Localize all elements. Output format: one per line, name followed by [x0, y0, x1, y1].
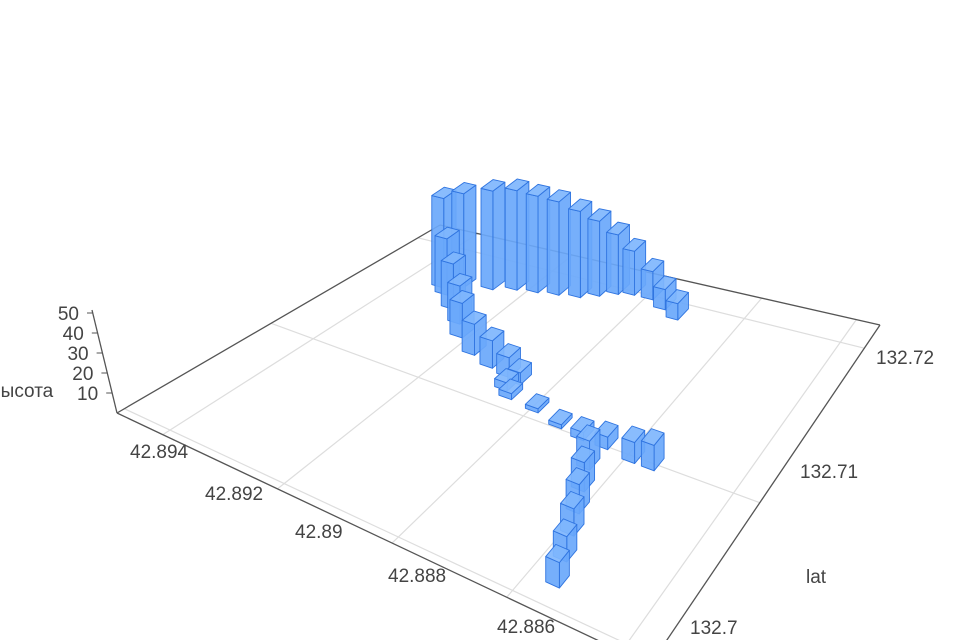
z-tick-label: 40	[63, 324, 84, 345]
bar-top-face	[621, 425, 646, 444]
y-axis-line	[666, 324, 881, 640]
bar-top-face	[560, 490, 585, 510]
bar-front-face	[568, 208, 581, 299]
floor-grid	[124, 233, 865, 640]
z-axis-title: Высота	[0, 381, 54, 402]
z-tick-label: 10	[77, 384, 98, 405]
x-gridline	[277, 254, 573, 490]
z-tick-label: 50	[58, 304, 79, 325]
bar	[665, 289, 689, 321]
x-gridline	[628, 319, 857, 640]
bar-top-face	[576, 424, 601, 442]
bar	[525, 183, 551, 294]
bar	[545, 543, 570, 589]
bar	[621, 425, 646, 465]
bar-top-face	[461, 310, 487, 325]
bar-top-face	[451, 182, 477, 195]
bar-front-face	[479, 336, 493, 369]
bar-front-face	[525, 193, 539, 294]
bar-front-face	[653, 286, 666, 311]
bar-top-face	[665, 289, 689, 305]
bar-top-face	[570, 445, 596, 464]
x-tick-label: 42.886	[497, 617, 555, 638]
bar-top-face	[570, 416, 595, 433]
y-tick-label: 132.7	[690, 618, 738, 639]
bar-side-face	[492, 181, 506, 291]
bar	[480, 179, 506, 291]
x-axis-line	[116, 412, 599, 640]
z-tick-label: 30	[67, 344, 88, 365]
bar-top-face	[524, 393, 550, 410]
bar-top-face	[496, 343, 521, 359]
bar-top-face	[548, 408, 573, 426]
bar-top-face	[587, 208, 612, 222]
bar-top-face	[546, 189, 572, 203]
bar-front-face	[461, 319, 475, 356]
bar-top-face	[565, 467, 590, 486]
bar-top-face	[568, 198, 593, 212]
y-gridline	[270, 322, 760, 504]
bar	[479, 326, 505, 369]
bar-top-face	[622, 237, 647, 252]
bar-front-face	[640, 268, 654, 301]
y-axis-title: lat	[806, 567, 827, 588]
bar-top-face	[447, 273, 473, 287]
bar-front-face	[640, 440, 655, 472]
bar-top-face	[440, 251, 466, 265]
x-tick-label: 42.888	[388, 566, 446, 587]
y-gridline	[124, 408, 620, 640]
bar-top-face	[480, 179, 506, 192]
x-tick-label: 42.892	[205, 484, 263, 505]
bar-top-face	[545, 543, 570, 564]
bar-front-face	[587, 218, 601, 297]
bar-top-face	[479, 326, 505, 342]
bar-top-face	[525, 183, 551, 197]
y-tick-label: 132.72	[876, 348, 934, 369]
tick-labels: 42.894 42.892 42.89 42.888 42.886 132.72…	[0, 304, 934, 639]
bar-top-face	[653, 275, 677, 290]
z-axis-line	[91, 309, 118, 414]
bar-front-face	[606, 231, 619, 295]
bar-top-face	[606, 221, 630, 236]
bar-top-face	[449, 290, 475, 304]
x-gridline	[162, 233, 479, 436]
bar-front-face	[546, 198, 560, 296]
y-tick-label: 132.71	[800, 462, 858, 483]
bar	[524, 393, 550, 414]
left-edge	[116, 224, 441, 414]
bar	[504, 178, 530, 291]
x-tick-label: 42.89	[295, 522, 343, 543]
bar	[546, 189, 572, 296]
bar-front-face	[480, 187, 494, 291]
bar	[640, 428, 665, 472]
bar-top-face	[594, 420, 619, 438]
bar-front-face	[504, 187, 518, 291]
bar-top-face	[640, 428, 665, 446]
bar	[548, 408, 573, 430]
bar-front-face	[622, 248, 636, 296]
z-tick-label: 20	[72, 364, 93, 385]
bar-top-face	[552, 518, 578, 538]
bar-top-face	[494, 368, 519, 384]
bar-top-face	[640, 257, 665, 273]
bar-top-face	[504, 178, 530, 192]
bar-top-face	[498, 378, 524, 395]
bars	[431, 178, 689, 589]
bar-front-face	[449, 299, 463, 339]
x-tick-label: 42.894	[130, 442, 189, 463]
bar-top-face	[434, 226, 460, 240]
bar	[498, 378, 524, 401]
